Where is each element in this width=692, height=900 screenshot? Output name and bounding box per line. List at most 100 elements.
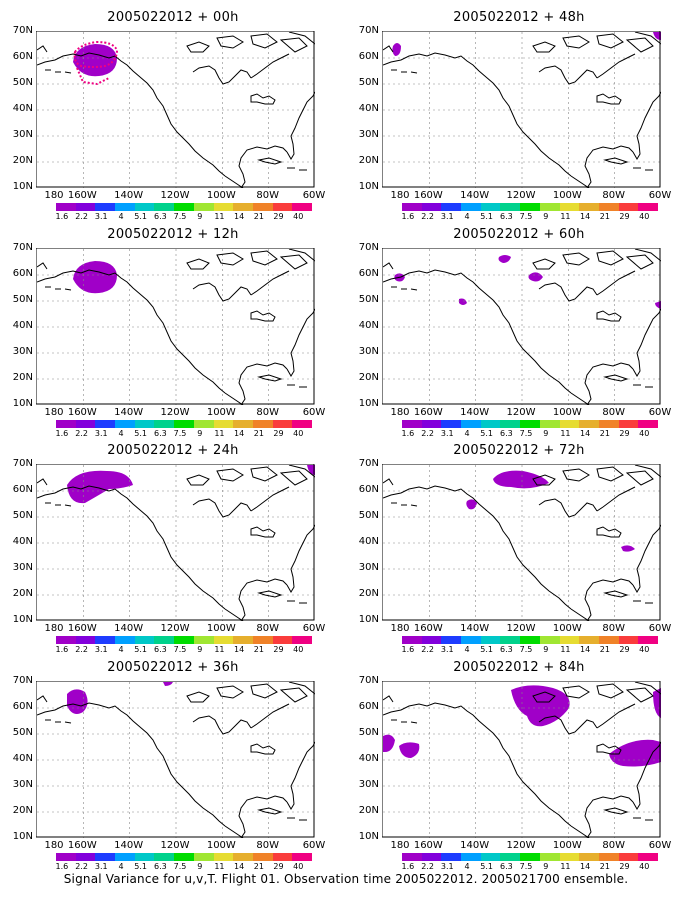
colorbar-label: 9 (543, 862, 549, 871)
coastline (603, 590, 629, 598)
coastline (532, 691, 556, 703)
coastline (603, 807, 629, 815)
colorbar-segment (134, 203, 155, 211)
colorbar-label: 3.1 (440, 862, 454, 871)
colorbar-label: 5.1 (480, 212, 494, 221)
colorbar-label: 11 (560, 429, 571, 438)
coastline (570, 825, 590, 838)
colorbar-label: 11 (214, 429, 225, 438)
forecast-panel: 2005022012 + 00h 70N 60N 50N 40N 30N 20N 10N 180… (0, 0, 346, 221)
coastline (288, 682, 315, 695)
coastline (37, 52, 226, 177)
coastline (257, 807, 283, 815)
coastline (45, 719, 72, 724)
coastline (279, 687, 308, 703)
colorbar-segment (154, 636, 175, 644)
colorbar-segment (598, 203, 619, 211)
colorbar-segment (638, 853, 658, 861)
colorbar-segment (174, 420, 194, 428)
x-tick-label: 120W (506, 190, 536, 201)
coastline (216, 685, 244, 699)
coastline (596, 743, 622, 755)
colorbar-label: 3.1 (94, 429, 108, 438)
colorbar-segment (56, 636, 76, 644)
colorbar-label: 6.3 (499, 212, 513, 221)
colorbar (402, 420, 658, 428)
colorbar-label: 4 (464, 429, 470, 438)
plot-frame (382, 31, 661, 188)
colorbar-segment (421, 636, 442, 644)
y-tick-label: 30N (358, 346, 379, 357)
coastline (286, 308, 315, 377)
y-tick-label: 70N (358, 675, 379, 686)
x-tick-label: 160W (67, 190, 97, 201)
colorbar (402, 203, 658, 211)
colorbar-segment (134, 636, 155, 644)
colorbar-segment (500, 636, 521, 644)
colorbar-label: 1.6 (55, 212, 69, 221)
x-tick-label: 160W (413, 840, 443, 851)
y-tick-label: 10N (358, 831, 379, 842)
plot-frame (36, 681, 315, 838)
y-tick-label: 10N (358, 614, 379, 625)
colorbar-label: 2.2 (75, 212, 88, 221)
colorbar-segment (559, 203, 580, 211)
coastline (532, 474, 556, 486)
colorbar-label: 9 (543, 212, 549, 221)
coastline (383, 485, 572, 610)
variance-contour (621, 545, 635, 552)
coastline (37, 695, 48, 703)
x-tick-label: 160W (67, 840, 97, 851)
y-tick-label: 60N (358, 51, 379, 62)
y-tick-label: 30N (358, 779, 379, 790)
coastline (224, 608, 244, 621)
variance-contour (653, 32, 661, 40)
coastline (383, 262, 394, 270)
y-tick-label: 70N (358, 25, 379, 36)
colorbar-label: 6.3 (499, 429, 513, 438)
colorbar-segment (252, 420, 273, 428)
colorbar-label: 14 (580, 429, 591, 438)
colorbar-segment (539, 636, 560, 644)
forecast-panel: 2005022012 + 84h 70N 60N 50N 40N 30N 20N 10N 180… (346, 650, 692, 871)
colorbar-label: 7.5 (173, 862, 187, 871)
colorbar-segment (480, 203, 501, 211)
colorbar-segment (292, 636, 312, 644)
colorbar-label: 11 (214, 645, 225, 654)
colorbar-label: 11 (560, 212, 571, 221)
colorbar-label: 3.1 (440, 429, 454, 438)
coastline (383, 695, 394, 703)
variance-contour (609, 739, 661, 767)
y-tick-label: 20N (358, 805, 379, 816)
colorbar-label: 6.3 (153, 429, 167, 438)
colorbar-segment (402, 853, 422, 861)
forecast-panel: 2005022012 + 36h 70N 60N 50N 40N 30N 20N 10N 180… (0, 650, 346, 871)
colorbar-label: 14 (234, 645, 245, 654)
y-tick-label: 30N (12, 562, 33, 573)
variance-contour (498, 255, 511, 263)
colorbar-label: 14 (234, 429, 245, 438)
y-tick-label: 50N (12, 77, 33, 88)
colorbar-segment (174, 853, 194, 861)
colorbar-label: 7.5 (173, 429, 187, 438)
y-tick-label: 30N (358, 562, 379, 573)
x-tick-label: 80W (256, 840, 279, 851)
coastline (216, 252, 244, 266)
map-plot (382, 681, 661, 838)
colorbar-label: 4 (464, 645, 470, 654)
colorbar-label: 21 (253, 429, 264, 438)
colorbar-segment (402, 636, 422, 644)
colorbar-segment (213, 636, 234, 644)
colorbar-segment (579, 636, 599, 644)
colorbar-label: 2.2 (421, 429, 434, 438)
colorbar-segment (174, 636, 194, 644)
x-tick-label: 100W (206, 407, 236, 418)
coastline (238, 145, 288, 188)
x-tick-label: 60W (648, 840, 672, 851)
map-plot (382, 248, 661, 405)
colorbar-segment (520, 420, 540, 428)
figure-caption: Signal Variance for u,v,T. Flight 01. Ob… (63, 872, 629, 886)
coastline (391, 502, 418, 507)
coastline (383, 45, 394, 53)
colorbar-segment (461, 636, 481, 644)
